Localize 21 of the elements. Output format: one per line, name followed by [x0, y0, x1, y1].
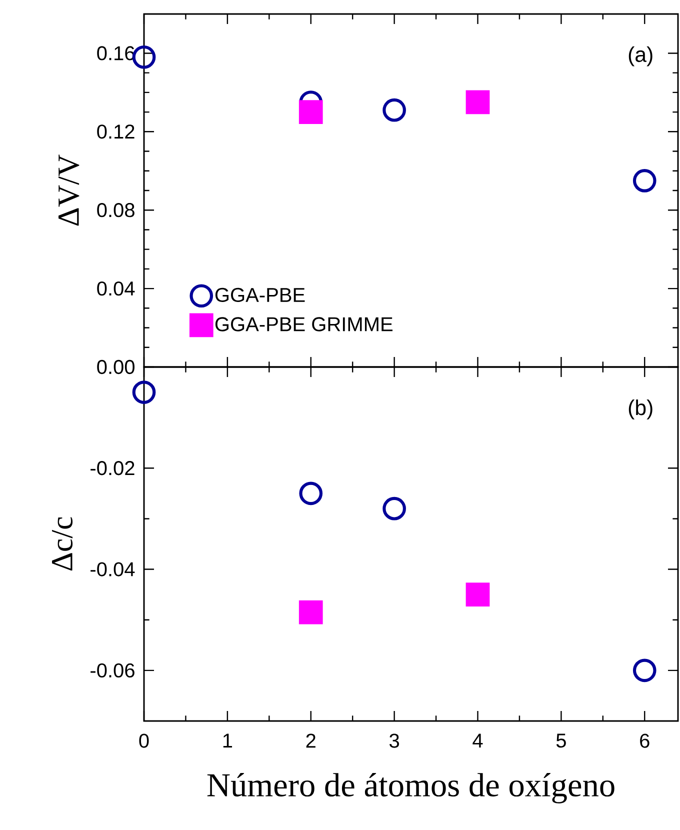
annotation: (a)	[628, 46, 652, 66]
legend-label: GGA-PBE GRIMME	[215, 317, 392, 332]
y-tick-label: -0.04	[90, 562, 135, 576]
x-tick-label: 6	[640, 734, 650, 748]
x-tick-label: 1	[223, 734, 232, 748]
x-axis-title: Número de átomos de oxígeno	[207, 773, 614, 804]
annotation: (b)	[628, 400, 652, 420]
x-tick-label: 0	[139, 734, 149, 748]
y-tick-label: -0.06	[90, 663, 134, 678]
x-tick-label: 3	[390, 734, 399, 748]
y-axis-title: Δc/c	[52, 517, 73, 571]
y-tick-label: 0.00	[97, 360, 134, 374]
y-tick-label: 0.08	[97, 203, 134, 218]
x-tick-label: 2	[306, 734, 316, 748]
y-tick-label: 0.04	[97, 281, 135, 296]
legend-label: GGA-PBE	[215, 288, 305, 302]
y-axis-title: ΔV/V	[58, 154, 80, 226]
x-tick-label: 4	[472, 734, 483, 748]
y-tick-label: 0.12	[97, 124, 134, 139]
x-tick-label: 5	[556, 734, 566, 748]
y-tick-label: -0.02	[90, 461, 134, 476]
